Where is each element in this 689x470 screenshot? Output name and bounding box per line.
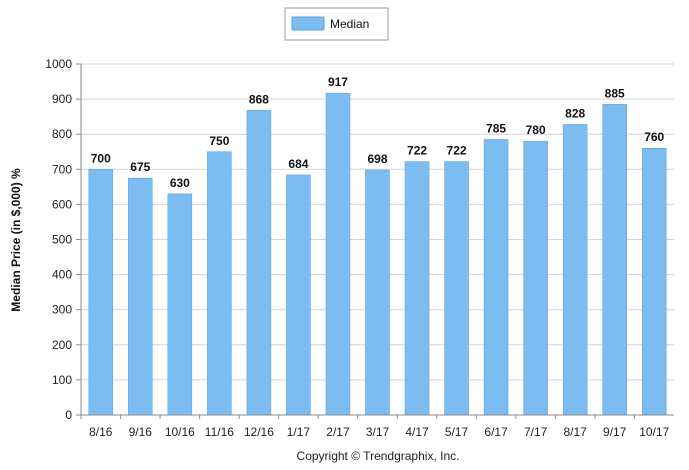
x-tick-label-5/17: 5/17: [445, 425, 469, 439]
bar-3/17: [365, 169, 390, 416]
bar-1/17: [286, 174, 311, 416]
y-axis-title: Median Price (in $,000) %: [9, 168, 23, 312]
bars: [88, 92, 667, 416]
bar-8/16: [88, 169, 114, 416]
bar-2/17: [325, 92, 351, 416]
y-tick-label-500: 500: [52, 233, 72, 247]
x-tick-label-1/17: 1/17: [287, 425, 311, 439]
bar-8/17: [562, 124, 588, 416]
y-tick-label-400: 400: [52, 268, 72, 282]
data-label-6/17: 785: [486, 121, 506, 135]
legend-swatch: [291, 16, 325, 31]
data-label-8/16: 700: [91, 151, 111, 165]
x-tick-label-3/17: 3/17: [366, 425, 390, 439]
data-label-5/17: 722: [447, 144, 467, 158]
bar-9/17: [602, 104, 627, 416]
bar-12/16: [246, 110, 272, 416]
data-label-9/16: 675: [130, 160, 150, 174]
x-tick-label-12/16: 12/16: [244, 425, 274, 439]
data-label-1/17: 684: [288, 157, 308, 171]
x-tick-label-8/16: 8/16: [89, 425, 113, 439]
bar-10/16: [167, 193, 193, 416]
y-tick-label-700: 700: [52, 162, 72, 176]
data-label-8/17: 828: [565, 106, 585, 120]
data-label-12/16: 868: [249, 92, 269, 106]
bar-11/16: [207, 151, 232, 416]
data-label-9/17: 885: [605, 86, 625, 100]
y-tick-label-600: 600: [52, 197, 72, 211]
bar-5/17: [444, 161, 469, 416]
bar-9/16: [128, 177, 153, 416]
x-tick-label-9/16: 9/16: [129, 425, 153, 439]
bar-10/17: [641, 147, 667, 416]
bar-7/17: [523, 140, 548, 416]
legend: Median: [284, 7, 389, 41]
axes: [80, 64, 674, 416]
y-tick-label-1000: 1000: [45, 57, 72, 71]
x-tick-label-2/17: 2/17: [326, 425, 350, 439]
x-tick-label-7/17: 7/17: [524, 425, 548, 439]
data-label-3/17: 698: [367, 152, 387, 166]
data-labels: 700 675 630 750 868 684 917 698 722 722 785 780 828 8…: [91, 75, 665, 190]
data-label-4/17: 722: [407, 144, 427, 158]
x-tick-label-8/17: 8/17: [563, 425, 587, 439]
y-axis-tick-labels: 0 100 200 300 400 500 600 700 800 900 1000: [45, 57, 72, 422]
x-tick-label-11/16: 11/16: [205, 425, 234, 439]
data-label-11/16: 750: [209, 134, 229, 148]
copyright-text: Copyright © Trendgraphix, Inc.: [297, 449, 460, 463]
y-tick-label-300: 300: [52, 303, 72, 317]
x-axis-tick-labels: 8/16 9/16 10/16 11/16 12/16 1/17 2/17 3/17 4/17 5…: [80, 415, 670, 439]
data-label-10/16: 630: [170, 176, 190, 190]
data-label-7/17: 780: [526, 123, 546, 137]
x-tick-label-10/17: 10/17: [639, 425, 669, 439]
data-label-10/17: 760: [644, 130, 664, 144]
data-label-2/17: 917: [328, 75, 348, 89]
bar-6/17: [483, 139, 509, 416]
y-tick-label-0: 0: [65, 408, 72, 422]
y-tick-label-900: 900: [52, 92, 72, 106]
x-tick-label-10/16: 10/16: [165, 425, 195, 439]
x-tick-label-6/17: 6/17: [484, 425, 508, 439]
bar-4/17: [404, 161, 430, 416]
y-tick-label-800: 800: [52, 127, 72, 141]
x-tick-label-9/17: 9/17: [603, 425, 627, 439]
y-tick-label-100: 100: [52, 373, 72, 387]
x-tick-label-4/17: 4/17: [405, 425, 429, 439]
y-tick-label-200: 200: [52, 338, 72, 352]
legend-label-median: Median: [330, 17, 369, 31]
